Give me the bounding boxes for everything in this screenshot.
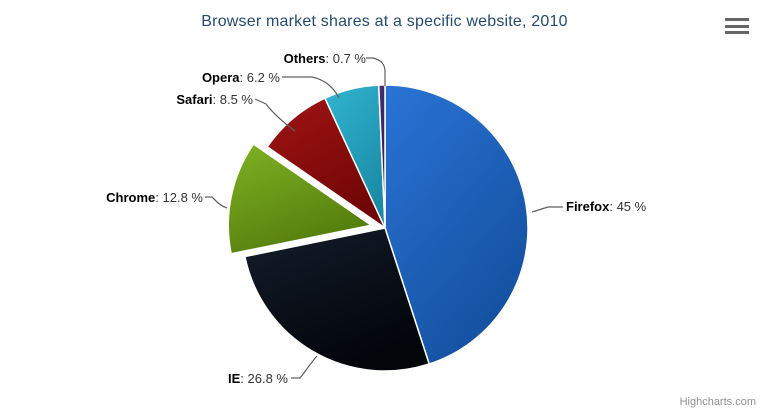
pie-label-safari-value: 8.5 % [219,92,253,107]
label-connectors [205,57,563,379]
pie-label-ie-value: 26.8 % [247,371,288,386]
connector-opera [282,76,340,99]
pie-label-opera: Opera: 6.2 % [201,70,280,85]
hamburger-bar-2 [725,24,749,28]
pie-label-chrome: Chrome: 12.8 % [106,190,203,205]
pie-label-chrome-value: 12.8 % [162,190,203,205]
pie-label-safari: Safari: 8.5 % [176,92,253,107]
pie-slice-chrome[interactable] [227,143,374,255]
hamburger-bar-3 [725,31,749,34]
highcharts-credits[interactable]: Highcharts.com [679,396,756,408]
pie-label-others-value: 0.7 % [332,51,366,66]
pie-label-opera-name: Opera [201,70,240,85]
pie-label-safari-name: Safari [176,92,213,107]
pie-label-opera-value: 6.2 % [246,70,280,85]
chart-title: Browser market shares at a specific webs… [201,13,568,30]
pie-label-others-name: Others [283,51,326,66]
pie-label-chrome-name: Chrome [106,190,156,205]
pie-slices [227,84,529,372]
pie-slice-firefox[interactable] [384,84,529,365]
pie-label-ie-name: IE [227,371,241,386]
pie-label-ie: IE: 26.8 % [227,371,288,386]
context-menu-icon[interactable] [725,17,749,35]
connector-firefox [531,206,563,213]
connector-safari [254,98,296,132]
pie-label-firefox-value: 45 % [616,199,647,214]
hamburger-bar-1 [725,18,749,21]
pie-label-others: Others: 0.7 % [283,51,366,66]
pie-label-firefox: Firefox: 45 % [566,199,647,214]
pie-label-firefox-name: Firefox [566,199,610,214]
connector-ie [291,355,318,379]
connector-others [366,57,386,86]
pie-slice-ie[interactable] [243,227,431,372]
connector-chrome [205,196,228,209]
